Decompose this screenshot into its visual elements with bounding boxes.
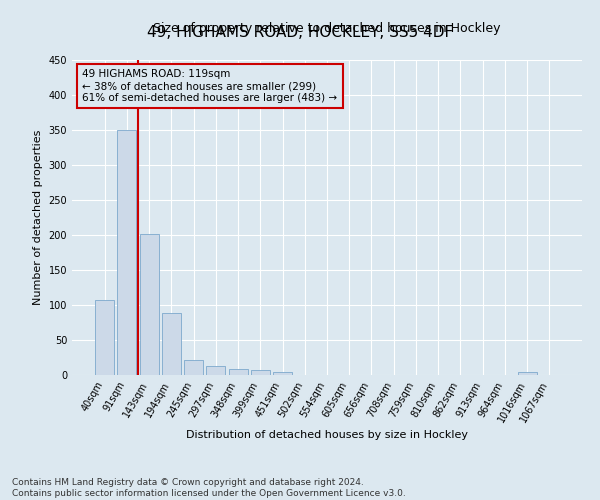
X-axis label: Distribution of detached houses by size in Hockley: Distribution of detached houses by size …: [186, 430, 468, 440]
Bar: [118, 130, 136, 375]
Text: 49, HIGHAMS ROAD, HOCKLEY, SS5 4DF: 49, HIGHAMS ROAD, HOCKLEY, SS5 4DF: [147, 25, 453, 40]
Bar: [140, 234, 158, 375]
Y-axis label: Number of detached properties: Number of detached properties: [33, 130, 43, 305]
Bar: [229, 370, 248, 375]
Bar: [206, 366, 225, 375]
Bar: [184, 360, 203, 375]
Text: 49 HIGHAMS ROAD: 119sqm
← 38% of detached houses are smaller (299)
61% of semi-d: 49 HIGHAMS ROAD: 119sqm ← 38% of detache…: [82, 70, 337, 102]
Bar: [162, 314, 181, 375]
Title: Size of property relative to detached houses in Hockley: Size of property relative to detached ho…: [153, 22, 501, 35]
Bar: [518, 372, 536, 375]
Text: Contains HM Land Registry data © Crown copyright and database right 2024.
Contai: Contains HM Land Registry data © Crown c…: [12, 478, 406, 498]
Bar: [251, 370, 270, 375]
Bar: [273, 372, 292, 375]
Bar: [95, 300, 114, 375]
